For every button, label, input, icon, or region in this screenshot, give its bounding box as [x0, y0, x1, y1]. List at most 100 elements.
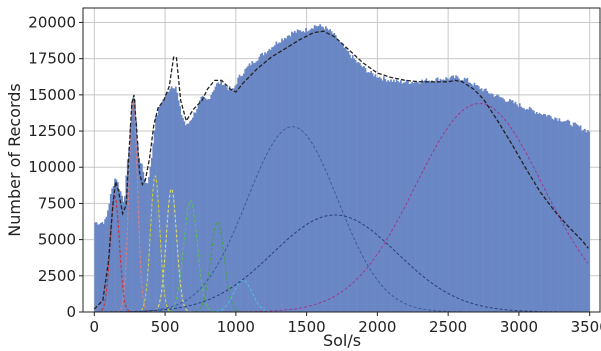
histogram-bar — [378, 76, 381, 312]
histogram-bar — [484, 88, 487, 313]
histogram-bar — [541, 114, 544, 312]
histogram-bar — [182, 117, 184, 312]
histogram-bar — [257, 60, 259, 312]
histogram-bar — [325, 26, 327, 312]
histogram-bar — [438, 81, 440, 312]
histogram-bar — [211, 92, 214, 313]
histogram-bar — [407, 81, 409, 313]
fit-component-curve — [224, 102, 589, 313]
histogram-bar — [319, 24, 322, 312]
histogram-bar — [153, 130, 156, 312]
histogram-bar — [272, 46, 275, 312]
histogram-bar — [285, 38, 288, 313]
histogram-bar — [531, 109, 534, 312]
histogram-bar — [380, 78, 382, 313]
histogram-bar — [183, 121, 186, 313]
histogram-bar — [334, 35, 337, 312]
histogram-bar — [346, 50, 348, 313]
histogram-bar — [210, 94, 213, 312]
histogram-bar — [347, 51, 350, 313]
histogram-bar — [544, 114, 547, 312]
x-tick-label: 2000 — [358, 318, 396, 336]
histogram-bar — [582, 129, 585, 312]
histogram-bar — [218, 84, 221, 312]
x-tick-label: 2500 — [429, 318, 467, 336]
histogram-bar — [412, 83, 415, 312]
y-tick-label: 17500 — [28, 50, 76, 68]
histogram-bar — [339, 41, 341, 313]
histogram-bar — [473, 82, 476, 312]
histogram-bar — [199, 100, 201, 312]
histogram-bar — [390, 79, 392, 312]
histogram-bar — [254, 62, 256, 312]
histogram-bar — [176, 92, 179, 312]
histogram-bar — [356, 62, 358, 312]
histogram-bar — [405, 79, 408, 312]
histogram-bar — [576, 124, 579, 313]
histogram-bar — [442, 79, 445, 312]
histogram-bar — [327, 30, 330, 313]
histogram-bar — [234, 85, 237, 312]
histogram-bar — [288, 35, 290, 312]
histogram-bar — [217, 82, 220, 312]
histogram-bar — [125, 175, 128, 312]
histogram-bar — [95, 222, 98, 312]
histogram-bar — [225, 87, 228, 313]
histogram-bar — [520, 106, 523, 312]
histogram-bar — [368, 72, 371, 312]
plot-frame — [82, 7, 601, 313]
histogram-bar — [567, 119, 569, 312]
histogram-bar — [292, 32, 295, 313]
total-fit-curve — [93, 30, 589, 310]
histogram-bar — [122, 201, 125, 312]
histogram-bar — [315, 25, 317, 312]
histogram-bar — [302, 31, 305, 312]
histogram-bar — [480, 88, 483, 312]
x-tick-label: 0 — [90, 318, 100, 336]
histogram-bar — [240, 76, 242, 312]
histogram-bar — [259, 54, 262, 312]
histogram-bar — [497, 95, 500, 312]
histogram-bar — [271, 47, 273, 312]
histogram-bar — [214, 86, 217, 312]
histogram-bar — [250, 65, 252, 312]
histogram-bar — [466, 77, 469, 312]
histogram-bar — [129, 124, 132, 312]
histogram-bar — [160, 103, 163, 313]
histogram-bar — [486, 91, 489, 312]
y-tick-label: 10000 — [28, 158, 76, 176]
histogram-bar — [320, 26, 323, 313]
histogram-bar — [425, 78, 428, 312]
histogram-bar — [111, 188, 114, 312]
histogram-bar — [228, 86, 231, 312]
histogram-bar — [521, 107, 524, 312]
histogram-bar — [462, 80, 465, 312]
histogram-bar — [208, 99, 211, 313]
histogram-bar — [503, 99, 506, 312]
fit-component-curve — [96, 195, 134, 313]
histogram-bar — [391, 81, 394, 312]
histogram-bar — [524, 109, 527, 312]
histogram-bar — [312, 28, 314, 312]
histogram-bar — [538, 112, 541, 312]
histogram-bar — [385, 81, 388, 313]
histogram-bar — [206, 99, 208, 312]
histogram-bar — [453, 78, 456, 312]
histogram-bar — [358, 63, 361, 312]
histogram-bar — [265, 53, 268, 312]
histogram-bar — [94, 222, 97, 312]
histogram-bar — [300, 31, 303, 312]
histogram-bar — [138, 157, 140, 312]
histogram-bar — [293, 30, 296, 312]
histogram-bar — [309, 29, 312, 312]
histogram-bar — [550, 116, 552, 312]
histogram-bar — [569, 124, 572, 313]
histogram-bar — [436, 77, 439, 312]
histogram-bar — [230, 89, 232, 312]
histogram-bar — [344, 47, 347, 312]
histogram-bar — [565, 120, 568, 312]
histogram-bar — [305, 27, 307, 312]
histogram-bar — [465, 78, 467, 312]
histogram-bar — [279, 42, 282, 313]
histogram-bar — [177, 100, 180, 312]
